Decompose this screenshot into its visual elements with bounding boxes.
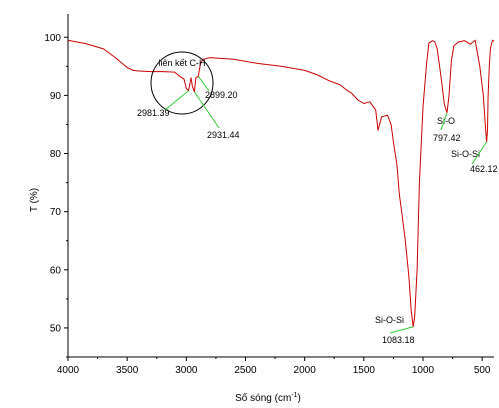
peak-label-2931-leader	[194, 91, 220, 129]
peak-label-2931: 2931.44	[207, 130, 240, 140]
x-tick-label: 3000	[175, 365, 198, 376]
circle-label-c-h: liên kết C-H	[158, 58, 205, 68]
peak-value-462: 462.12	[470, 164, 498, 174]
y-tick-label: 60	[50, 265, 62, 276]
x-tick-label: 1000	[412, 365, 435, 376]
annotation-layer: liên kết C-H 2981.39 2899.20 2931.44 Si-O 797…	[137, 51, 498, 345]
peak-label-si-o-si-1083: Si-O-Si	[375, 315, 404, 325]
y-tick-label: 80	[50, 149, 62, 160]
x-axis-title-suffix: )	[298, 393, 301, 403]
series-layer	[67, 39, 495, 328]
x-axis-title-main: Số sóng (cm	[235, 392, 291, 403]
y-axis-title: T (%)	[29, 188, 40, 212]
peak-value-1083: 1083.18	[382, 335, 415, 345]
peak-label-2981-leader	[164, 90, 189, 111]
x-tick-label: 3500	[116, 365, 139, 376]
x-tick-label: 2000	[294, 365, 317, 376]
axes	[67, 14, 494, 358]
y-tick-label: 100	[44, 33, 61, 44]
peak-value-797-leader	[440, 112, 448, 131]
x-tick-label: 2500	[234, 365, 257, 376]
peak-value-797: 797.42	[433, 133, 461, 143]
peak-value-462-leader	[471, 141, 488, 165]
peak-label-2899: 2899.20	[205, 90, 238, 100]
peak-value-1083-leader	[389, 326, 414, 334]
x-axis-title: Số sóng (cm-1)	[235, 392, 301, 403]
x-tick-label: 500	[474, 365, 491, 376]
peak-label-si-o: Si-O	[437, 116, 455, 126]
peak-label-2981: 2981.39	[137, 108, 170, 118]
x-tick-label: 1500	[353, 365, 376, 376]
x-tick-label: 4000	[57, 365, 80, 376]
spectrum-series-line	[67, 39, 495, 328]
y-tick-label: 50	[50, 323, 62, 334]
peak-label-2899-leader	[197, 75, 210, 92]
ticks: 4000 3500 3000 2500 2000 1500 1000 500 50 60 70 80 9…	[44, 33, 491, 376]
y-tick-label: 70	[50, 207, 62, 218]
peak-label-si-o-si-462: Si-O-Si	[451, 149, 480, 159]
x-axis-title-superscript: -1	[291, 392, 297, 399]
y-tick-label: 90	[50, 91, 62, 102]
c-h-region-circle	[150, 51, 214, 115]
